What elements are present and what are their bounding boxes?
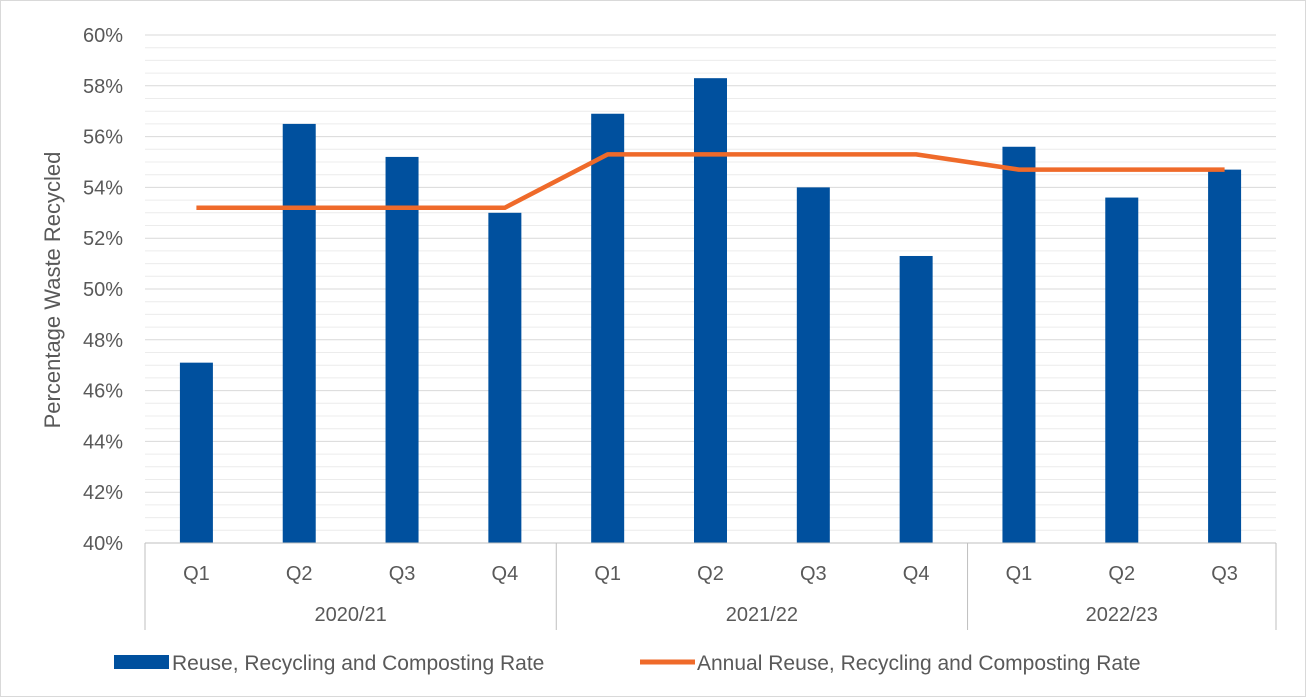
bar-series <box>179 78 1242 544</box>
x-tick-label: Q3 <box>800 563 827 585</box>
y-tick-labels: 40% 42% 44% 46% 48% 50% 52% 54% 56% 58% 60% <box>83 25 123 555</box>
y-tick-label: 42% <box>83 482 123 504</box>
x-tick-label: Q4 <box>903 563 930 585</box>
y-tick-label: 48% <box>83 330 123 352</box>
line-series <box>196 152 1225 210</box>
y-tick-label: 40% <box>83 533 123 555</box>
group-label: 2021/22 <box>726 604 798 626</box>
y-tick-label: 58% <box>83 76 123 98</box>
annual-rate-line <box>196 152 1225 210</box>
bar <box>899 255 933 544</box>
y-tick-label: 44% <box>83 431 123 453</box>
bar <box>694 78 727 544</box>
legend: Reuse, Recycling and Composting Rate Ann… <box>114 652 1141 675</box>
x-tick-label: Q3 <box>1211 563 1238 585</box>
bar <box>282 123 316 544</box>
bar <box>591 113 625 544</box>
bar <box>1208 169 1242 543</box>
group-label: 2020/21 <box>314 604 386 626</box>
bar <box>488 212 522 544</box>
x-tick-label: Q2 <box>697 563 724 585</box>
x-tick-label: Q1 <box>1006 563 1033 585</box>
bar <box>796 187 830 543</box>
bar <box>1002 146 1036 543</box>
group-label: 2022/23 <box>1086 604 1158 626</box>
x-tick-label: Q2 <box>286 563 313 585</box>
bar <box>385 156 419 544</box>
x-tick-label: Q1 <box>183 563 210 585</box>
bar <box>1105 197 1139 543</box>
y-tick-label: 46% <box>83 381 123 403</box>
y-tick-label: 60% <box>83 25 123 47</box>
legend-swatch-bars <box>114 655 169 669</box>
y-axis-label: Percentage Waste Recycled <box>40 152 65 429</box>
legend-label-bars: Reuse, Recycling and Composting Rate <box>172 652 544 675</box>
bar <box>179 362 213 543</box>
x-tick-label: Q4 <box>492 563 519 585</box>
x-tick-label: Q2 <box>1108 563 1135 585</box>
y-tick-label: 50% <box>83 279 123 301</box>
x-tick-label: Q1 <box>594 563 621 585</box>
y-tick-label: 52% <box>83 228 123 250</box>
axes <box>144 542 1277 630</box>
x-tick-label: Q3 <box>389 563 416 585</box>
legend-label-line: Annual Reuse, Recycling and Composting R… <box>697 652 1141 675</box>
y-tick-label: 54% <box>83 177 123 199</box>
y-tick-label: 56% <box>83 127 123 149</box>
